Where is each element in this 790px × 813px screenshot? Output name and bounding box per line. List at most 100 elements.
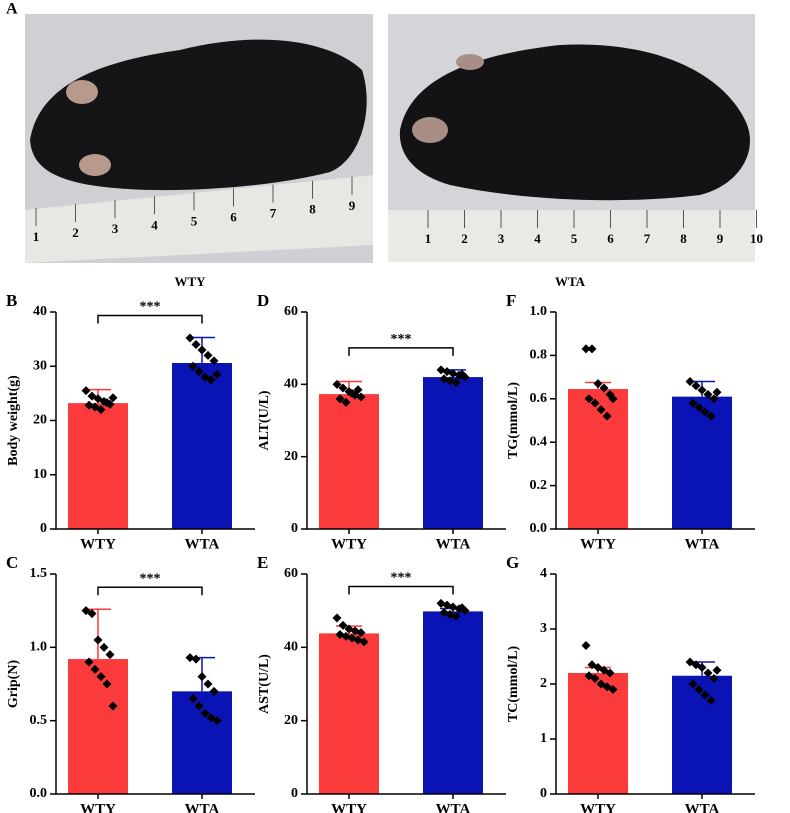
significance-label: *** xyxy=(391,332,412,347)
data-point xyxy=(581,641,591,650)
data-point xyxy=(185,653,195,663)
data-point xyxy=(703,668,713,678)
x-tick-label: WTY xyxy=(580,801,616,813)
y-tick-label: 3 xyxy=(540,621,547,636)
panel-label: A xyxy=(6,1,18,18)
data-point xyxy=(93,635,103,645)
y-tick-label: 20 xyxy=(284,713,298,728)
data-point xyxy=(185,333,195,343)
data-point xyxy=(587,344,597,354)
ruler-label: 6 xyxy=(230,209,237,224)
data-point xyxy=(685,376,695,386)
axis xyxy=(555,574,755,795)
y-tick-label: 0.4 xyxy=(530,434,548,449)
data-point xyxy=(194,367,204,377)
data-point xyxy=(212,716,222,726)
ruler-label: 9 xyxy=(349,198,356,213)
data-point xyxy=(451,378,461,388)
data-point xyxy=(608,685,618,694)
y-tick-label: 1.0 xyxy=(30,640,48,655)
data-point xyxy=(356,628,366,638)
data-point xyxy=(200,708,210,718)
data-point xyxy=(191,340,201,350)
y-tick-label: 4 xyxy=(540,566,547,581)
ruler-label: 7 xyxy=(644,231,651,246)
y-tick-label: 0.5 xyxy=(30,713,48,728)
ruler-label: 1 xyxy=(425,231,432,246)
y-tick-label: 2 xyxy=(540,676,547,691)
significance-bracket xyxy=(348,347,454,356)
photo xyxy=(25,14,373,263)
data-point xyxy=(105,650,115,660)
data-point xyxy=(102,398,112,408)
ruler-label: 8 xyxy=(680,231,687,246)
bar xyxy=(68,403,128,529)
ruler-label: 7 xyxy=(270,206,277,221)
x-tick-label: WTY xyxy=(331,536,367,552)
data-point xyxy=(191,654,201,664)
data-point xyxy=(338,620,348,630)
data-point xyxy=(203,679,213,689)
photo-caption: WTY xyxy=(174,274,206,289)
data-point xyxy=(590,674,600,683)
data-point xyxy=(700,690,710,700)
y-tick-label: 40 xyxy=(284,640,298,655)
data-point xyxy=(203,350,213,360)
ruler-label: 3 xyxy=(498,231,505,246)
significance-label: *** xyxy=(391,571,412,586)
y-tick-label: 20 xyxy=(33,413,47,428)
y-tick-label: 30 xyxy=(33,358,47,373)
bar xyxy=(319,633,379,794)
y-tick-label: 0 xyxy=(291,521,298,536)
data-point xyxy=(212,369,222,379)
x-tick-label: WTY xyxy=(331,801,367,813)
ruler-label: 10 xyxy=(750,231,763,246)
data-point xyxy=(81,386,91,396)
ruler-label: 3 xyxy=(112,221,119,236)
data-point xyxy=(706,696,716,705)
data-point xyxy=(599,383,609,393)
ruler-label: 5 xyxy=(571,231,578,246)
error-bar xyxy=(85,608,111,660)
data-point xyxy=(96,405,106,415)
x-tick-label: WTA xyxy=(185,801,220,813)
data-point xyxy=(209,686,219,696)
axis xyxy=(55,312,255,530)
data-point xyxy=(87,609,97,619)
significance-bracket xyxy=(97,586,203,596)
x-tick-label: WTY xyxy=(80,801,116,813)
data-point xyxy=(338,383,348,393)
y-axis-label: ALT(U/L) xyxy=(257,390,272,451)
data-point xyxy=(596,405,606,415)
panel-label: F xyxy=(506,291,516,310)
data-point xyxy=(457,369,467,379)
y-axis-label: Body weight(g) xyxy=(6,375,21,466)
y-tick-label: 60 xyxy=(284,566,298,581)
data-point xyxy=(356,392,366,402)
data-point xyxy=(335,394,345,404)
data-point xyxy=(697,385,707,395)
bar xyxy=(68,659,128,794)
y-tick-label: 0.0 xyxy=(30,786,48,801)
data-point xyxy=(688,398,698,408)
bar xyxy=(672,396,732,529)
axis xyxy=(55,574,255,795)
y-tick-label: 0.6 xyxy=(530,391,548,406)
data-point xyxy=(712,665,722,675)
data-point xyxy=(703,389,713,399)
data-point xyxy=(584,394,594,404)
x-tick-label: WTY xyxy=(80,536,116,552)
ruler-label: 8 xyxy=(309,202,316,217)
ruler-label: 4 xyxy=(534,231,541,246)
photo xyxy=(388,14,755,262)
x-tick-label: WTY xyxy=(580,536,616,552)
y-axis-label: AST(U/L) xyxy=(257,654,272,714)
ruler-label: 9 xyxy=(717,231,724,246)
y-tick-label: 0.2 xyxy=(530,478,548,493)
bar xyxy=(319,394,379,529)
bar xyxy=(423,611,483,794)
data-point xyxy=(206,375,216,385)
bar xyxy=(568,389,628,529)
y-tick-label: 0 xyxy=(40,521,47,536)
panel-label: E xyxy=(257,553,268,572)
